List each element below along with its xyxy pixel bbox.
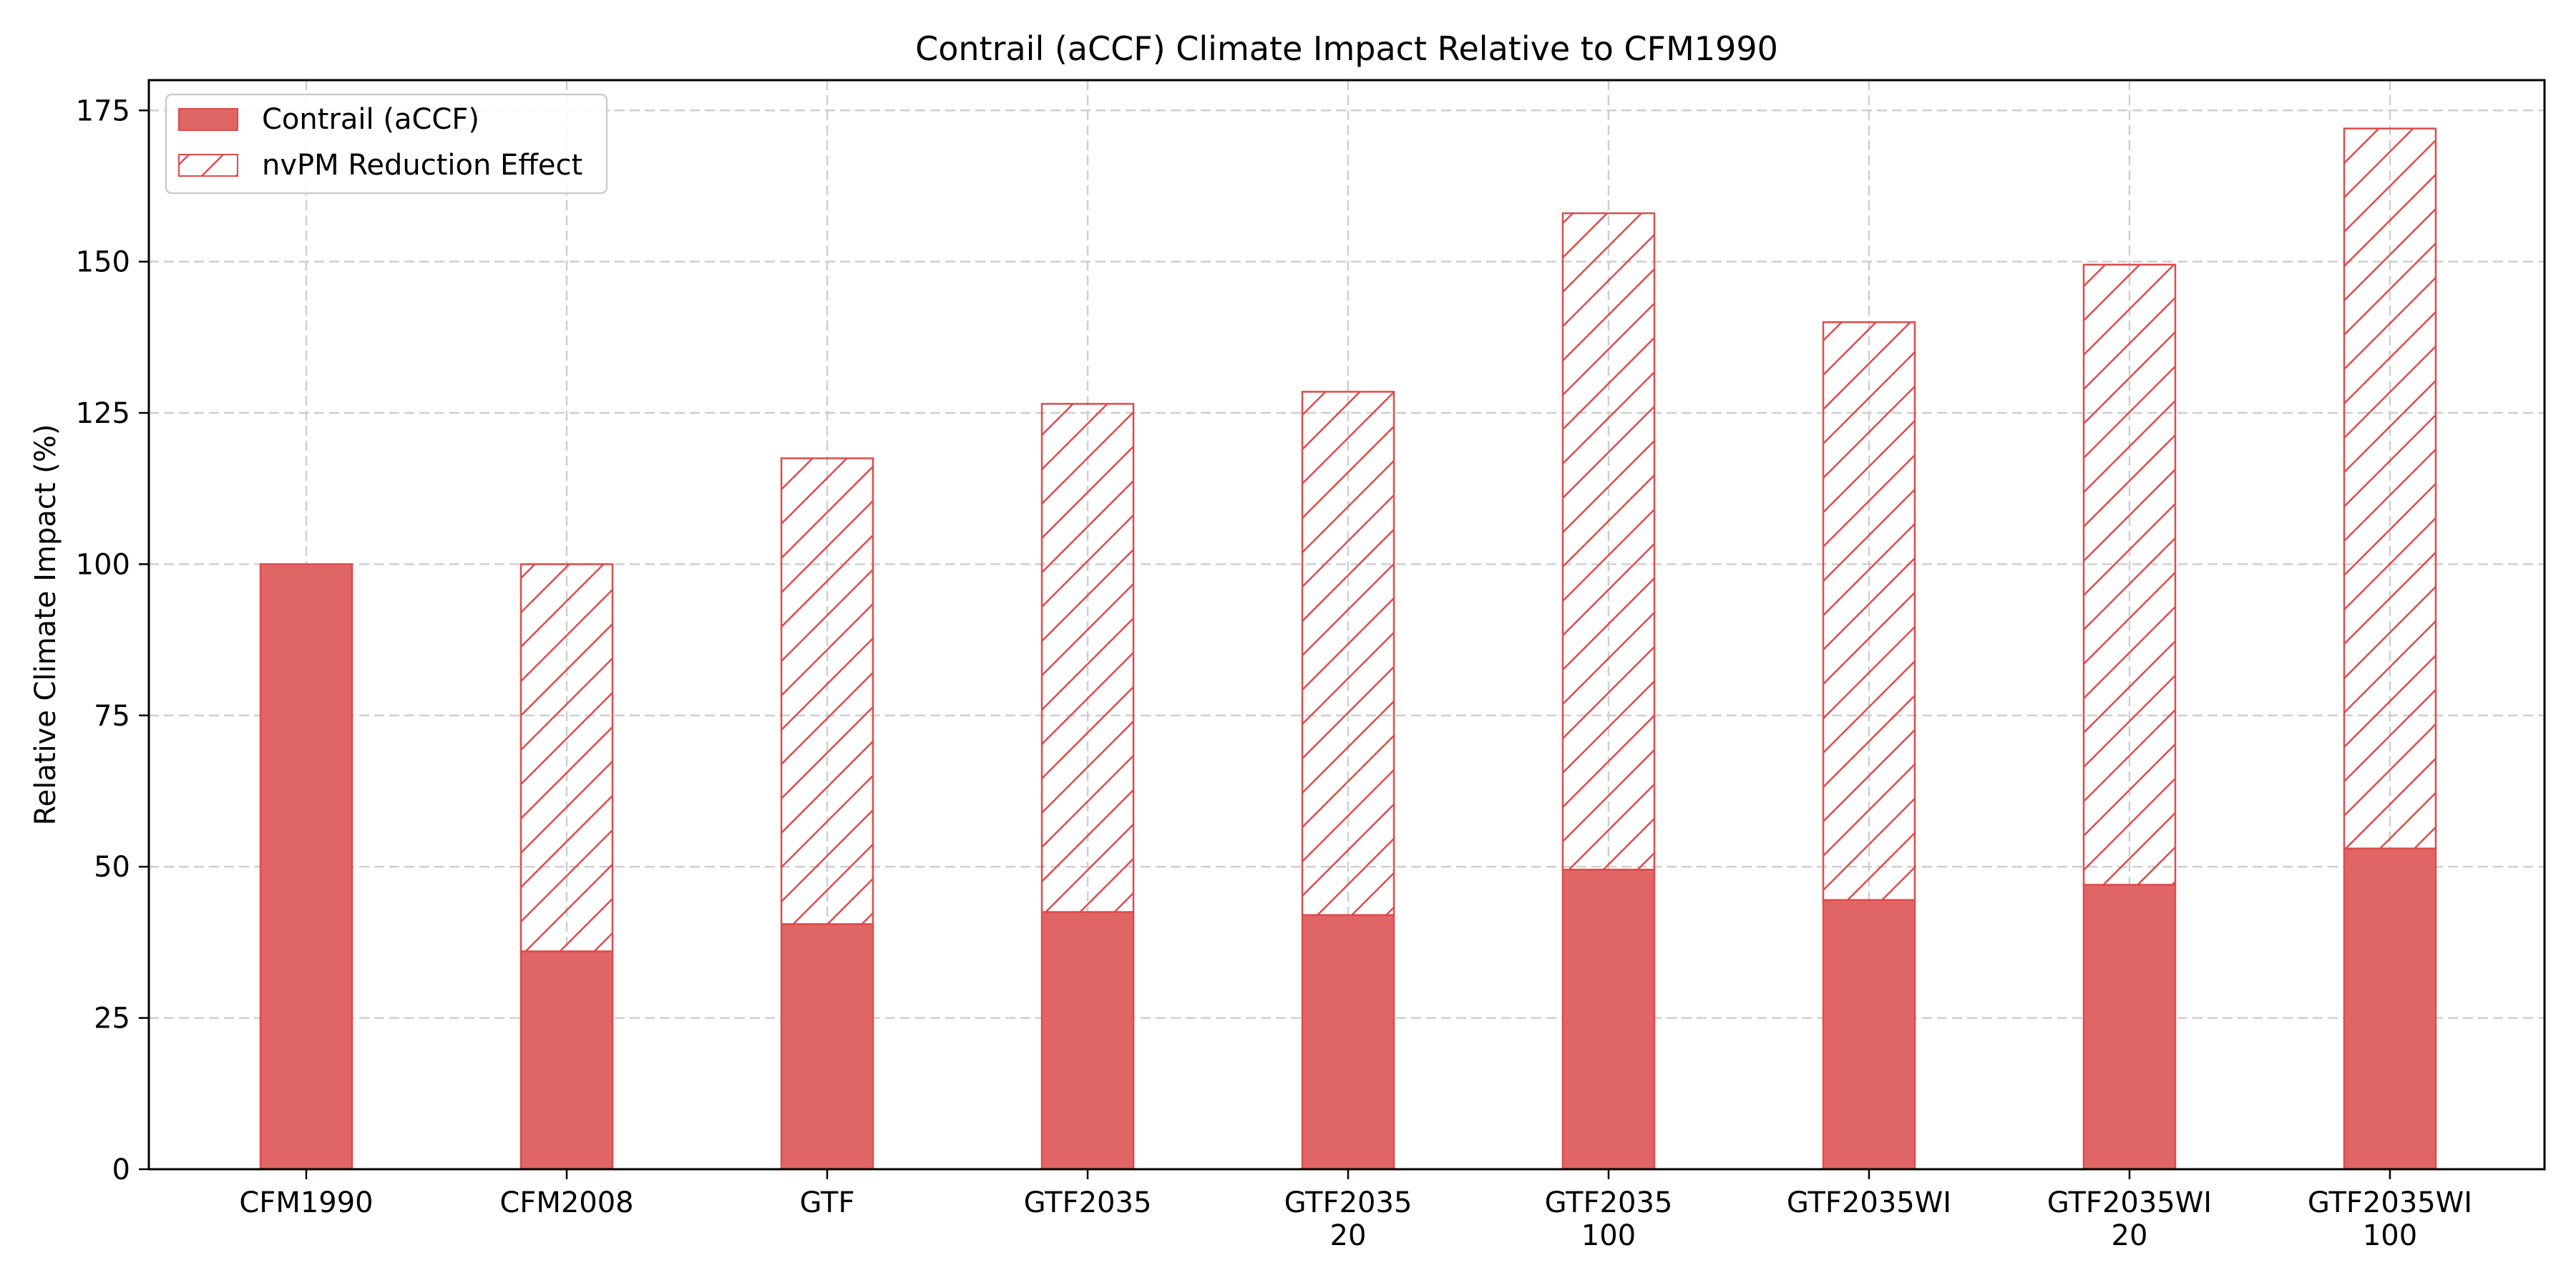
bar-contrail: [780, 923, 874, 1171]
y-tick-label: 50: [94, 851, 130, 884]
bar-contrail: [2343, 847, 2437, 1171]
x-tick-label: 100: [2363, 1219, 2417, 1252]
x-tick-label: GTF2035: [1024, 1186, 1152, 1219]
legend-label-nvpm: nvPM Reduction Effect: [262, 149, 582, 182]
y-tick-label: 25: [94, 1002, 130, 1035]
bar-contrail: [259, 563, 353, 1171]
plot-frame: [147, 79, 2546, 1171]
x-tick-label: GTF2035WI: [2047, 1186, 2212, 1219]
bar-nvpm-reduction: [780, 457, 874, 925]
x-tick-label: GTF: [799, 1186, 854, 1219]
x-tick-label: CFM1990: [239, 1186, 373, 1219]
y-axis: 0 25 50 75 100 125 150 175: [76, 94, 149, 1186]
x-tick-label: 20: [2112, 1219, 2148, 1252]
x-tick-label: GTF2035: [1545, 1186, 1673, 1219]
y-tick-label: 75: [94, 700, 130, 733]
y-tick-label: 125: [76, 397, 130, 430]
bar-contrail: [1822, 899, 1916, 1171]
bar-nvpm-reduction: [1301, 391, 1395, 917]
x-tick-label: GTF2035: [1284, 1186, 1413, 1219]
y-tick-label: 150: [76, 246, 130, 279]
x-axis: CFM1990 CFM2008 GTF GTF2035 GTF203520GTF2035…: [239, 1169, 2472, 1252]
legend-frame: [165, 93, 608, 195]
legend-label-contrail: Contrail (aCCF): [262, 103, 479, 136]
legend-swatch-contrail: [178, 108, 238, 131]
x-tick-label: GTF2035WI: [2308, 1186, 2472, 1219]
legend-swatch-nvpm: [178, 154, 238, 177]
x-tick-label: 100: [1581, 1219, 1636, 1252]
legend: Contrail (aCCF) nvPM Reduction Effect: [165, 93, 608, 195]
bar-contrail: [2082, 884, 2177, 1171]
y-tick-label: 100: [76, 548, 130, 581]
bars: [259, 127, 2437, 1171]
bar-contrail: [519, 950, 614, 1171]
x-tick-label: GTF2035WI: [1787, 1186, 1951, 1219]
bar-contrail: [1561, 869, 1656, 1171]
y-axis-label: Relative Climate Impact (%): [29, 424, 62, 826]
bar-contrail: [1301, 914, 1395, 1171]
y-tick-label: 0: [112, 1153, 130, 1186]
bar-nvpm-reduction: [1561, 212, 1656, 871]
bar-nvpm-reduction: [519, 563, 614, 952]
y-tick-label: 175: [76, 94, 130, 127]
bar-nvpm-reduction: [2082, 263, 2177, 886]
chart-title: Contrail (aCCF) Climate Impact Relative …: [915, 29, 1778, 68]
bar-nvpm-reduction: [1822, 321, 1916, 901]
bar-nvpm-reduction: [1040, 403, 1135, 913]
bar-nvpm-reduction: [2343, 127, 2437, 850]
x-tick-label: 20: [1330, 1219, 1367, 1252]
bar-contrail: [1040, 911, 1135, 1171]
x-tick-label: CFM2008: [499, 1186, 633, 1219]
